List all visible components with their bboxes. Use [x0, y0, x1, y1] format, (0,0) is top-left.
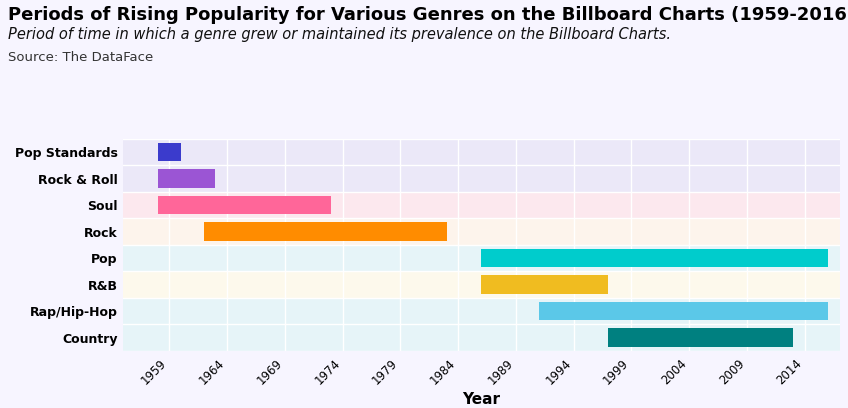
Text: Period of time in which a genre grew or maintained its prevalence on the Billboa: Period of time in which a genre grew or … — [8, 27, 672, 42]
Bar — [123, 139, 840, 165]
Bar — [123, 192, 840, 218]
Text: Periods of Rising Popularity for Various Genres on the Billboard Charts (1959-20: Periods of Rising Popularity for Various… — [8, 6, 848, 24]
Text: Source: The DataFace: Source: The DataFace — [8, 51, 153, 64]
Bar — [158, 169, 215, 188]
Bar — [123, 218, 840, 245]
Bar — [158, 143, 181, 161]
Bar — [123, 245, 840, 271]
Bar — [123, 271, 840, 298]
Bar — [123, 324, 840, 351]
X-axis label: Year: Year — [462, 392, 500, 408]
Bar — [481, 249, 828, 267]
Bar — [608, 328, 793, 347]
Bar — [539, 302, 828, 320]
Bar — [158, 196, 331, 214]
Bar — [123, 165, 840, 192]
Bar — [204, 222, 447, 241]
Bar — [123, 298, 840, 324]
Bar — [481, 275, 608, 294]
